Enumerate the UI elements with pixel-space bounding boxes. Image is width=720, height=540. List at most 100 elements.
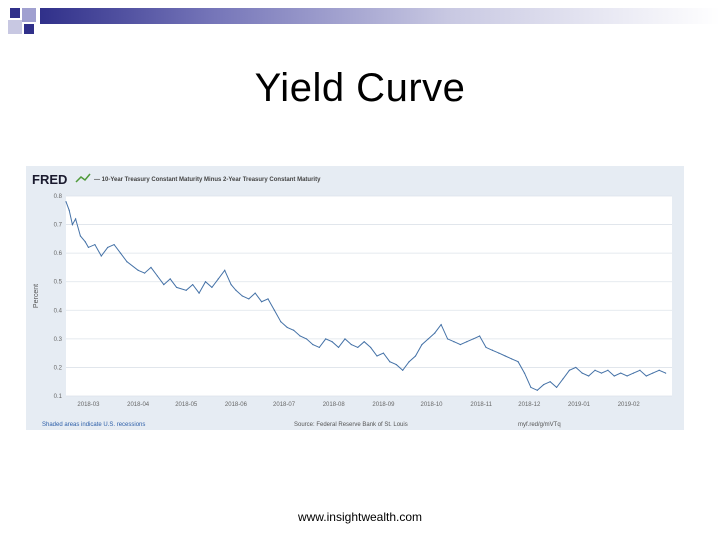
fred-chart-panel: FRED — 10-Year Treasury Constant Maturit… [26, 166, 684, 430]
deco-square [10, 8, 20, 18]
deco-square [24, 24, 34, 34]
data-point [382, 352, 385, 354]
data-point [156, 275, 158, 277]
x-tick-label: 2018-11 [470, 402, 492, 408]
data-point [472, 338, 474, 340]
y-tick-label: 0.2 [54, 365, 63, 371]
data-point [286, 326, 288, 329]
data-point [453, 341, 455, 343]
data-point [273, 309, 276, 311]
data-point [163, 283, 165, 286]
data-point [446, 338, 449, 340]
y-tick-label: 0.4 [54, 308, 63, 314]
series-line [65, 201, 666, 391]
data-point [79, 235, 82, 237]
data-point [370, 346, 372, 349]
source-text: Source: Federal Reserve Bank of St. Loui… [294, 422, 408, 428]
data-point [511, 358, 513, 360]
data-point [620, 372, 622, 374]
data-point [575, 366, 577, 369]
footer-url: www.insightwealth.com [297, 510, 423, 524]
data-point [107, 246, 109, 249]
data-point [632, 372, 635, 374]
series-title: — 10-Year Treasury Constant Maturity Min… [94, 177, 321, 183]
data-point [331, 341, 333, 343]
data-point [113, 243, 115, 246]
data-point [658, 369, 660, 371]
data-point [192, 283, 194, 286]
data-point [357, 346, 359, 349]
x-tick-label: 2018-07 [273, 402, 296, 408]
data-point [626, 375, 628, 377]
y-tick-label: 0.7 [54, 223, 63, 229]
data-point [504, 355, 506, 357]
data-point [293, 329, 295, 331]
data-point [211, 286, 213, 289]
data-point [254, 292, 256, 294]
x-tick-label: 2019-02 [618, 402, 641, 408]
deco-square [22, 8, 36, 22]
data-point [607, 369, 609, 371]
data-point [479, 335, 481, 337]
data-point [230, 283, 232, 286]
short-link[interactable]: myf.red/g/mVTq [518, 422, 561, 428]
corner-decoration [0, 0, 720, 40]
x-tick-label: 2018-09 [372, 402, 395, 408]
data-point [408, 361, 410, 363]
data-point [169, 278, 171, 280]
data-point [318, 346, 320, 349]
y-axis-label: Percent [33, 284, 40, 308]
x-tick-label: 2019-01 [568, 402, 591, 408]
data-point [363, 341, 365, 343]
data-point [427, 338, 429, 340]
yield-curve-chart: FRED — 10-Year Treasury Constant Maturit… [32, 172, 672, 428]
data-point [185, 289, 187, 291]
data-point [350, 343, 352, 346]
data-point [248, 298, 250, 300]
data-point [100, 255, 102, 257]
data-point [235, 289, 237, 291]
y-tick-label: 0.8 [54, 194, 63, 200]
data-point [241, 295, 243, 297]
slide-title: Yield Curve [254, 66, 466, 110]
data-point [421, 343, 423, 346]
data-point [312, 343, 314, 346]
data-point [466, 341, 468, 343]
data-point [664, 372, 667, 374]
data-point [119, 252, 122, 254]
data-point [305, 338, 308, 340]
data-point [549, 381, 551, 383]
recessions-note-link[interactable]: Shaded areas indicate U.S. recessions [42, 422, 145, 428]
data-point [65, 201, 67, 203]
data-point [485, 346, 487, 349]
data-point [143, 272, 146, 274]
data-point [639, 369, 641, 371]
data-point [299, 335, 301, 337]
y-tick-label: 0.5 [54, 280, 63, 286]
data-point [126, 261, 128, 263]
data-point [75, 218, 77, 220]
y-tick-label: 0.1 [54, 394, 63, 400]
x-tick-label: 2018-06 [225, 402, 248, 408]
data-point [543, 383, 545, 386]
plot-area [66, 196, 672, 396]
x-tick-label: 2018-10 [421, 402, 444, 408]
data-point [498, 352, 500, 354]
data-point [395, 363, 397, 366]
data-point [568, 369, 570, 371]
data-point [434, 332, 436, 334]
data-point [414, 355, 417, 357]
fred-logo[interactable]: FRED [32, 172, 67, 187]
data-point [536, 389, 538, 391]
data-point [562, 378, 564, 380]
x-tick-label: 2018-03 [77, 402, 100, 408]
data-point [530, 386, 532, 389]
data-point [337, 346, 340, 349]
data-point [176, 286, 178, 289]
data-point [402, 369, 404, 371]
data-point [376, 355, 378, 357]
data-point [94, 243, 96, 246]
data-point [84, 241, 86, 243]
data-point [600, 372, 603, 374]
y-tick-label: 0.6 [54, 251, 63, 257]
